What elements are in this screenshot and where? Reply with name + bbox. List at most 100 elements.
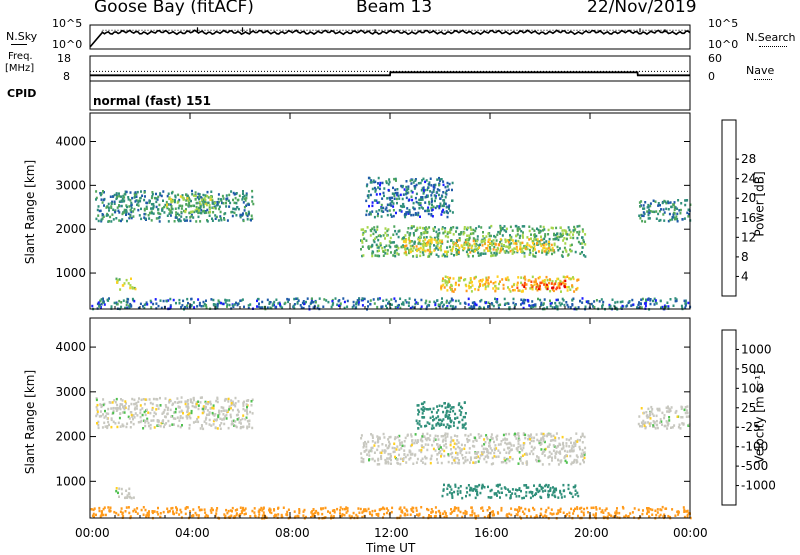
- power-cell: [160, 306, 163, 310]
- power-cell: [327, 300, 330, 304]
- velocity-cell: [462, 457, 464, 460]
- velocity-cell: [487, 485, 489, 489]
- velocity-cell: [409, 453, 412, 456]
- power-cell: [406, 192, 409, 195]
- velocity-cell: [567, 483, 570, 487]
- power-cell: [369, 228, 372, 232]
- velocity-cell: [339, 515, 342, 518]
- velocity-cell: [142, 506, 145, 509]
- power-cell: [387, 183, 390, 186]
- power-cell: [146, 201, 149, 205]
- power-cell: [243, 206, 246, 209]
- power-cell: [573, 290, 576, 293]
- velocity-cell: [649, 411, 651, 414]
- power-cell: [302, 300, 305, 303]
- velocity-cell: [134, 406, 137, 409]
- velocity-cell: [544, 489, 547, 492]
- velocity-cell: [159, 425, 162, 428]
- power-cell: [581, 297, 584, 300]
- velocity-cell: [409, 513, 412, 516]
- velocity-cell: [480, 507, 483, 510]
- velocity-cell: [668, 408, 671, 411]
- velocity-cell: [487, 514, 490, 517]
- velocity-cell: [294, 515, 297, 518]
- velocity-cell: [646, 507, 648, 510]
- velocity-cell: [445, 446, 448, 449]
- velocity-cell: [505, 442, 508, 446]
- power-cell: [494, 235, 497, 239]
- power-cell: [135, 192, 138, 196]
- power-cell: [492, 248, 495, 251]
- power-cell: [111, 213, 114, 216]
- velocity-cell: [223, 422, 226, 426]
- power-cell: [243, 305, 245, 309]
- velocity-cell: [527, 437, 530, 441]
- velocity-cell: [523, 496, 525, 500]
- power-cell: [466, 226, 469, 230]
- power-cell: [487, 232, 490, 235]
- power-cell: [118, 195, 121, 198]
- velocity-cell: [641, 512, 644, 516]
- power-cell: [388, 209, 391, 212]
- velocity-cell: [572, 461, 575, 464]
- velocity-cell: [476, 485, 479, 488]
- power-cell: [243, 197, 246, 200]
- velocity-cell: [218, 412, 221, 416]
- power-cell: [169, 210, 172, 213]
- power-cell: [434, 303, 437, 307]
- velocity-cell: [219, 427, 222, 430]
- power-cell: [417, 213, 420, 217]
- power-cell: [452, 241, 455, 245]
- power-cell: [472, 306, 475, 309]
- velocity-cell: [234, 404, 237, 408]
- power-cell: [139, 199, 142, 203]
- power-cell: [546, 251, 548, 254]
- velocity-cell: [518, 488, 521, 491]
- velocity-cell: [500, 487, 503, 490]
- velocity-cell: [652, 420, 655, 423]
- power-cell: [458, 237, 461, 240]
- power-cell: [487, 282, 490, 285]
- power-cell: [339, 302, 342, 305]
- power-cell: [558, 235, 561, 239]
- velocity-cell: [443, 444, 446, 447]
- velocity-cell: [520, 489, 522, 493]
- velocity-cell: [576, 440, 579, 443]
- power-cell: [269, 301, 272, 304]
- power-cell: [537, 297, 539, 301]
- power-cell: [437, 193, 440, 197]
- power-cell: [561, 232, 564, 235]
- velocity-cell: [444, 434, 446, 437]
- power-cell: [200, 208, 203, 212]
- velocity-cell: [441, 440, 444, 443]
- velocity-cell: [100, 510, 103, 513]
- velocity-cell: [562, 441, 565, 445]
- velocity-cell: [96, 410, 99, 413]
- velocity-cell: [468, 439, 471, 442]
- velocity-cell: [227, 400, 230, 403]
- velocity-cell: [451, 451, 454, 455]
- power-cell: [389, 241, 392, 244]
- velocity-cell: [448, 413, 451, 417]
- power-cell: [415, 254, 418, 257]
- power-cell: [459, 233, 462, 236]
- power-cell: [560, 290, 562, 293]
- velocity-cell: [132, 414, 135, 417]
- velocity-cell: [430, 410, 433, 414]
- velocity-cell: [536, 489, 539, 492]
- velocity-cell: [562, 483, 565, 487]
- power-cell: [476, 239, 479, 243]
- power-cell: [667, 208, 670, 211]
- velocity-cell: [550, 435, 553, 438]
- velocity-cell: [615, 509, 618, 513]
- velocity-cell: [253, 514, 256, 517]
- power-cell: [420, 189, 423, 192]
- power-cell: [576, 225, 579, 228]
- velocity-cell: [440, 435, 443, 438]
- velocity-cell: [428, 438, 431, 442]
- power-cell: [672, 215, 675, 219]
- velocity-cell: [547, 506, 550, 510]
- power-cell: [519, 234, 522, 238]
- velocity-cell: [638, 415, 641, 418]
- velocity-cell: [675, 409, 678, 413]
